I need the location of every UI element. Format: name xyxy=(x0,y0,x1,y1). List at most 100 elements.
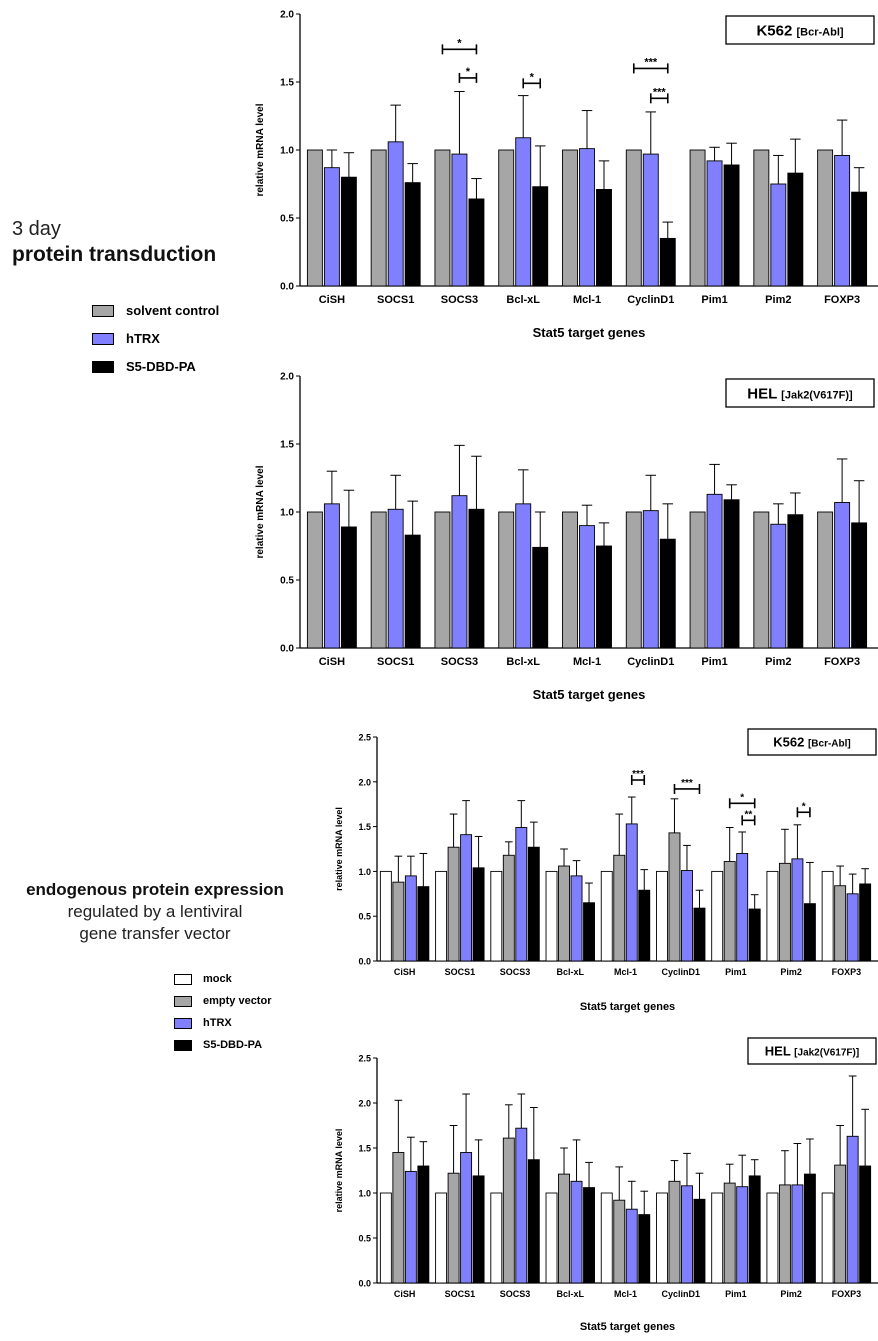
significance-label: * xyxy=(466,66,471,78)
section-label-endogenous-expression: endogenous protein expression regulated … xyxy=(0,880,310,944)
cell-line-label: HEL [Jak2(V617F)] xyxy=(747,385,853,402)
bar xyxy=(791,858,804,962)
y-tick-label: 0.0 xyxy=(358,957,371,967)
bar xyxy=(370,149,387,287)
bar xyxy=(515,503,532,649)
bar xyxy=(656,1192,668,1284)
bar xyxy=(638,1214,651,1284)
bar xyxy=(515,137,532,287)
y-tick-label: 2.0 xyxy=(280,10,294,21)
bar xyxy=(656,870,668,962)
bar xyxy=(562,149,578,287)
bar xyxy=(370,511,387,649)
bar xyxy=(668,1180,681,1284)
cell-line-label: K562 [Bcr-Abl] xyxy=(773,735,850,750)
bar xyxy=(515,1127,528,1284)
x-tick-label: Bcl-xL xyxy=(557,1289,585,1299)
bar xyxy=(596,188,612,287)
legend-item: S5-DBD-PA xyxy=(92,359,196,374)
bar xyxy=(748,908,761,962)
bar xyxy=(490,1192,503,1284)
section-label-protein-transduction: 3 day protein transduction xyxy=(12,218,252,267)
bar xyxy=(706,160,723,287)
bar xyxy=(723,164,740,287)
bar xyxy=(613,854,626,962)
significance-label: * xyxy=(457,37,462,49)
bar xyxy=(435,870,448,962)
x-tick-label: SOCS3 xyxy=(441,294,478,306)
significance-label: *** xyxy=(632,769,644,780)
bar xyxy=(817,511,834,649)
cell-line-name: HEL xyxy=(765,1044,794,1059)
bar xyxy=(527,1159,540,1284)
x-tick-label: Pim1 xyxy=(725,967,747,977)
bar xyxy=(498,149,515,287)
bar xyxy=(558,865,570,962)
chart-hel-lentiviral: 0.0 0.5 1.0 1.5 2.0 2.5 relative mRNA level Sta… xyxy=(334,1037,878,1333)
legend-item: solvent control xyxy=(92,303,219,318)
x-tick-label: Pim1 xyxy=(725,1289,747,1299)
bar xyxy=(435,1192,448,1284)
x-tick-label: CyclinD1 xyxy=(661,1289,700,1299)
bar xyxy=(681,1185,693,1284)
section-label-line3: gene transfer vector xyxy=(79,924,231,943)
x-tick-label: Mcl-1 xyxy=(573,294,601,306)
x-tick-label: Mcl-1 xyxy=(614,1289,637,1299)
bar xyxy=(417,886,430,962)
bar xyxy=(583,902,595,962)
cell-line-box xyxy=(725,15,875,45)
cell-line-label: K562 [Bcr-Abl] xyxy=(756,22,843,39)
y-tick-label: 2.0 xyxy=(358,777,371,787)
section-label-line1: 3 day xyxy=(12,218,61,240)
legend-label: solvent control xyxy=(126,303,220,318)
x-axis-label: Stat5 target genes xyxy=(533,325,646,340)
bar xyxy=(706,493,723,649)
cell-line-box xyxy=(747,728,877,756)
bar xyxy=(689,149,706,287)
bar xyxy=(787,514,804,649)
bar xyxy=(562,511,578,649)
bar xyxy=(472,867,485,962)
x-tick-label: Bcl-xL xyxy=(506,656,540,668)
bar xyxy=(770,523,787,649)
bar xyxy=(859,1165,872,1284)
bar xyxy=(748,1175,761,1284)
x-tick-label: Pim1 xyxy=(701,656,727,668)
cell-line-detail: [Jak2(V617F)] xyxy=(794,1048,859,1059)
bar xyxy=(693,907,706,962)
bar xyxy=(821,1192,834,1284)
legend-label: hTRX xyxy=(203,1017,232,1029)
y-axis-label: relative mRNA level xyxy=(255,103,266,196)
bar xyxy=(600,870,613,962)
bar xyxy=(613,1199,626,1284)
legend-swatch xyxy=(92,332,114,345)
cell-line-name: K562 xyxy=(773,735,808,750)
legend-label: empty vector xyxy=(203,995,272,1007)
y-tick-label: 1.5 xyxy=(280,78,294,89)
significance-label: *** xyxy=(681,778,693,789)
bar xyxy=(404,182,421,287)
bar xyxy=(625,511,642,649)
x-tick-label: CyclinD1 xyxy=(627,294,674,306)
section-label-line2: protein transduction xyxy=(12,243,217,266)
bar xyxy=(753,149,770,287)
bar xyxy=(417,1165,430,1284)
bar xyxy=(392,1152,405,1284)
legend-swatch xyxy=(92,304,114,317)
bar xyxy=(340,176,357,287)
bar xyxy=(625,823,638,962)
bar xyxy=(323,503,340,649)
bar xyxy=(736,1186,749,1284)
x-tick-label: CiSH xyxy=(319,656,345,668)
bar xyxy=(579,525,595,649)
significance-label: * xyxy=(530,71,535,83)
y-tick-label: 0.0 xyxy=(280,282,294,293)
bar xyxy=(570,875,583,962)
chart-hel-protein-transduction: 0.0 0.5 1.0 1.5 2.0 relative mRNA level Stat5 … xyxy=(255,372,878,702)
significance-label: ** xyxy=(745,809,753,820)
x-tick-label: Pim1 xyxy=(701,294,727,306)
bar xyxy=(638,889,651,962)
chart-k562-lentiviral: 0.0 0.5 1.0 1.5 2.0 2.5 relative mRNA level Sta… xyxy=(334,728,878,1013)
bar xyxy=(711,870,724,962)
y-tick-label: 0.5 xyxy=(280,576,294,587)
